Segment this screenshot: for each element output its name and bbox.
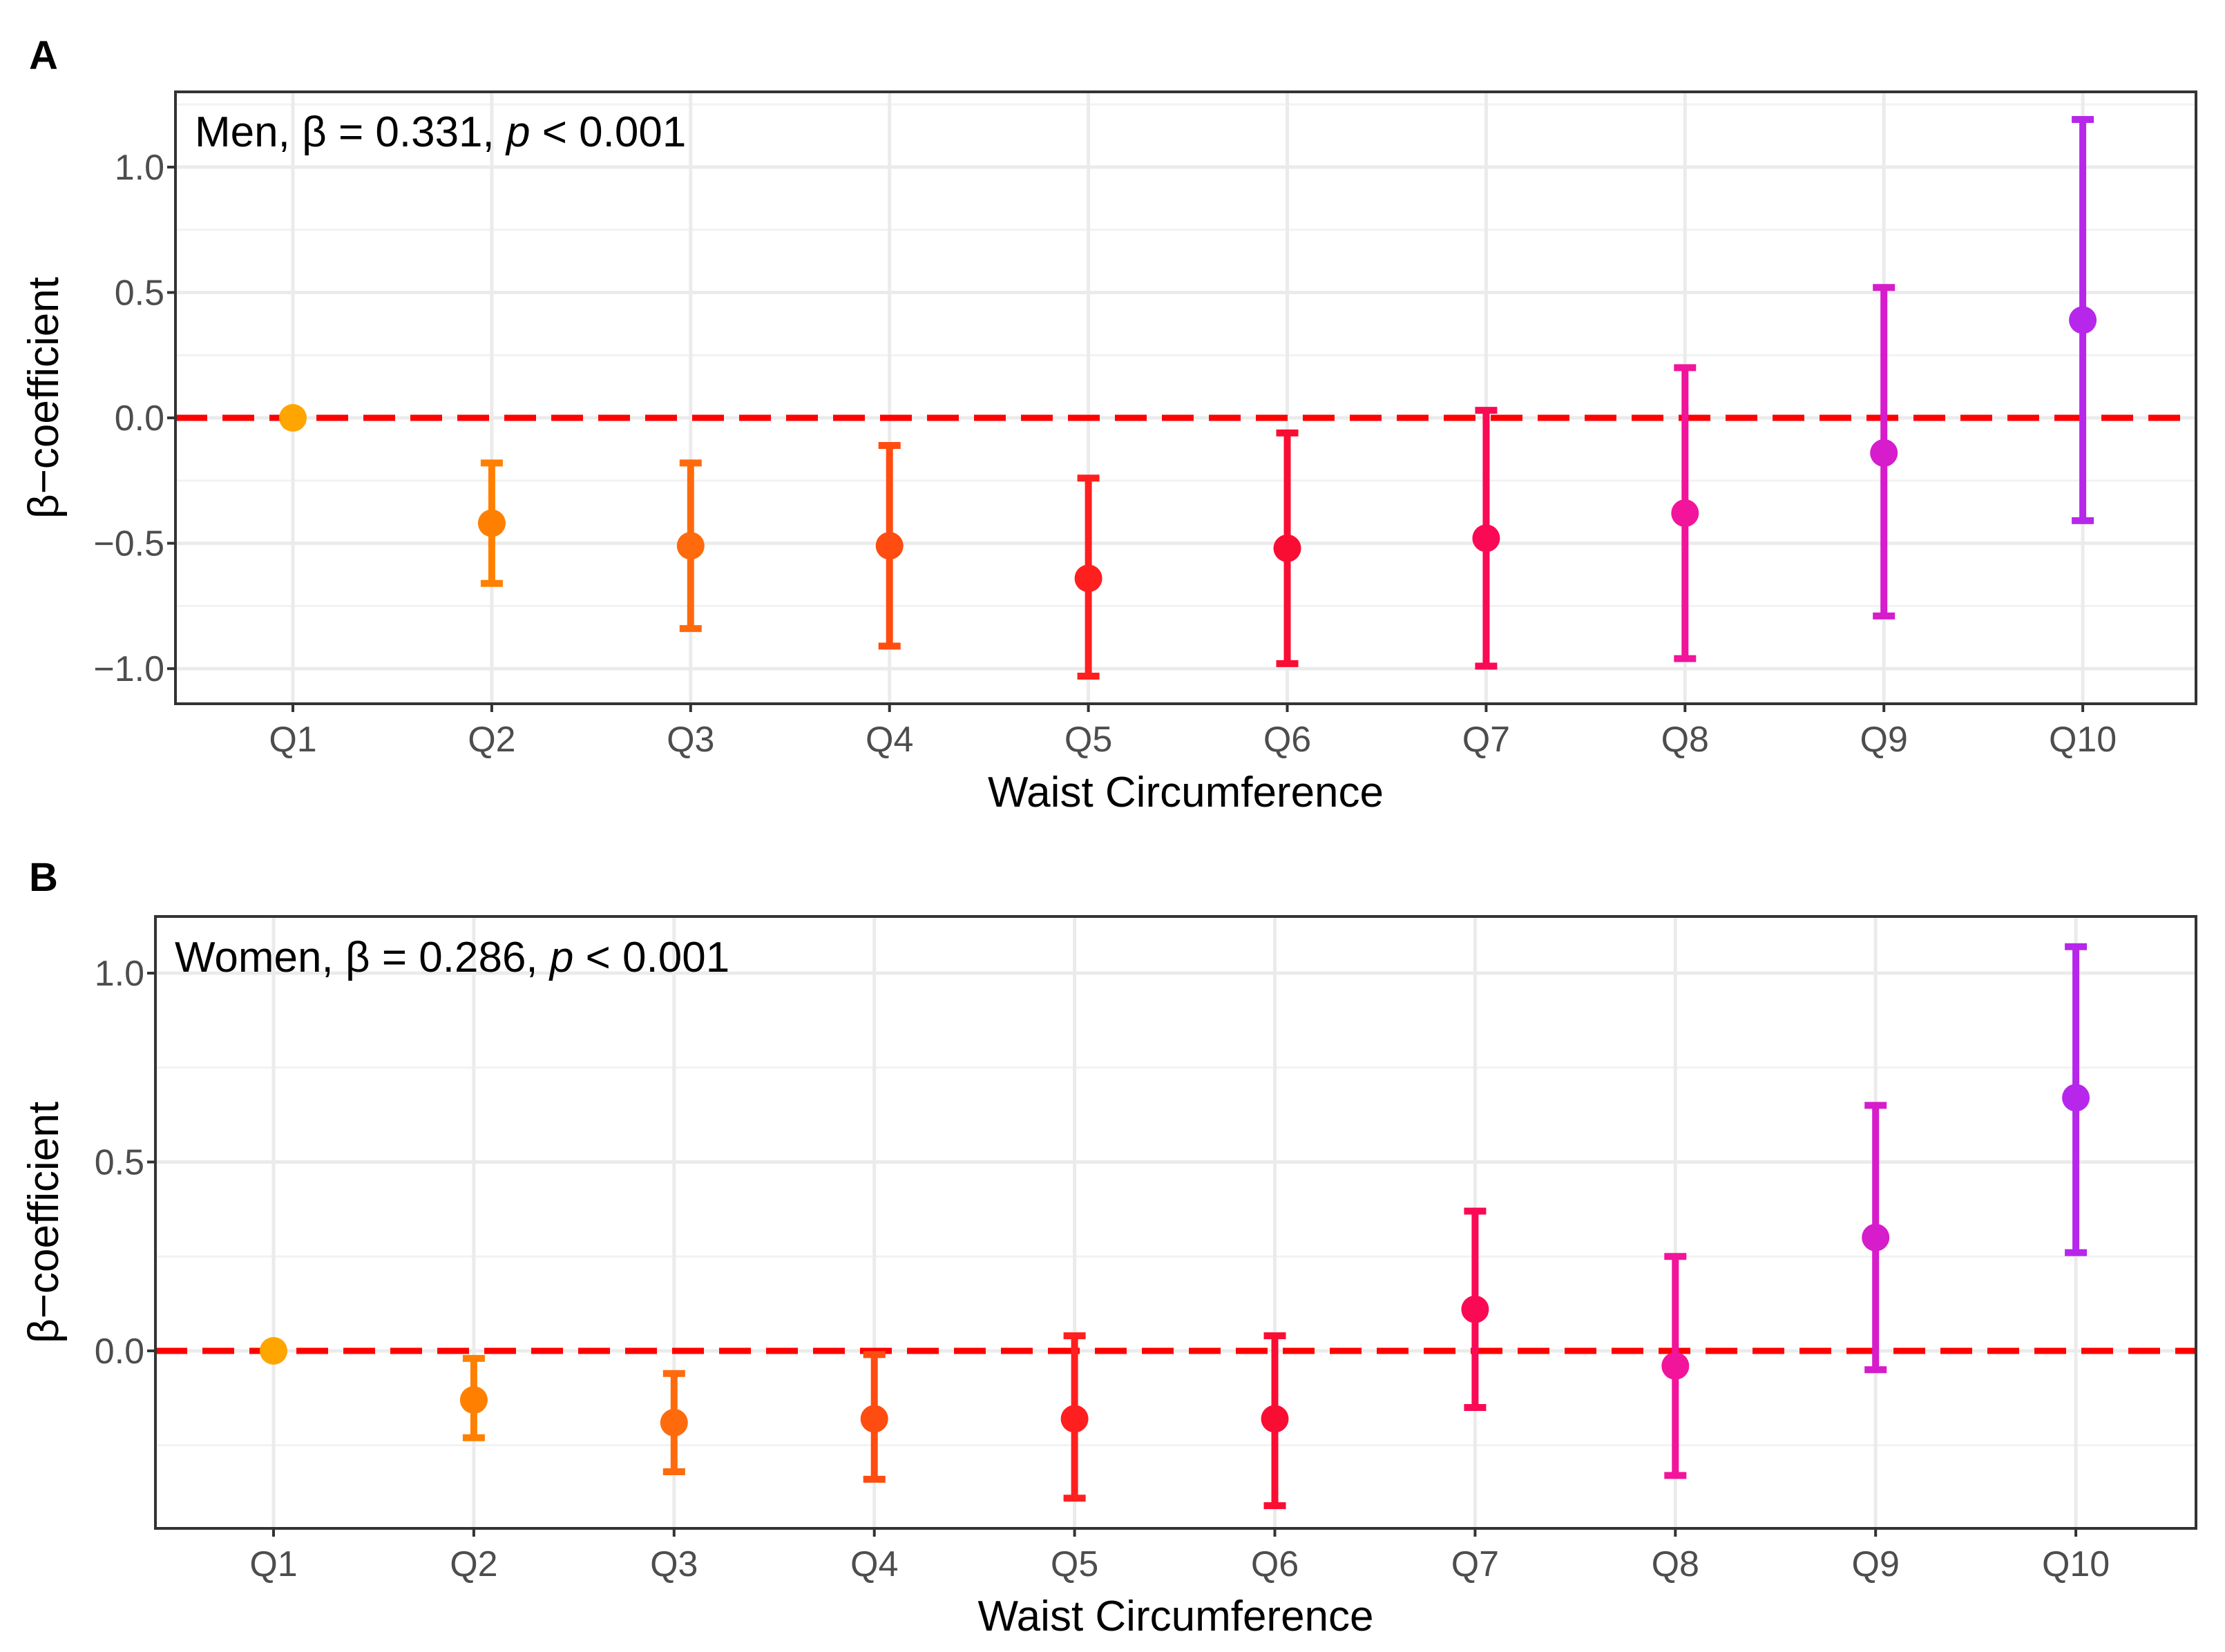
point-Q9 <box>1862 1223 1890 1251</box>
x-tick-label: Q6 <box>1263 720 1311 760</box>
point-Q9 <box>1870 439 1898 467</box>
point-Q2 <box>459 1386 488 1414</box>
point-Q6 <box>1261 1405 1289 1433</box>
plot-border <box>174 90 2197 705</box>
annotation-p-value: < 0.001 <box>530 108 686 156</box>
point-Q8 <box>1671 499 1699 528</box>
x-tick-label: Q1 <box>249 1544 297 1584</box>
annotation: Men, β = 0.331, p < 0.001 <box>195 108 686 156</box>
annotation-group: Women, <box>175 934 345 981</box>
x-tick-label: Q5 <box>1051 1544 1098 1584</box>
annotation: Women, β = 0.286, p < 0.001 <box>175 934 729 981</box>
panel-b: B 1.0 0.5 0.0 Q1 Q2 Q3 Q4 Q5 Q6 Q7 Q8 Q9 Q10 Waist Cir… <box>20 855 2197 1640</box>
plot-border <box>154 915 2197 1530</box>
panel-a: A 1.0 0.5 0.0 −0.5 −1.0 Q1 Q2 Q3 Q4 Q5 Q6 Q7 Q8 Q9 Q10 W… <box>20 33 2197 816</box>
point-Q1 <box>260 1336 287 1365</box>
annotation-p-label: p <box>505 108 530 156</box>
x-tick-label: Q3 <box>650 1544 698 1584</box>
x-tick-label: Q10 <box>2042 1544 2110 1584</box>
panel-label: A <box>29 33 58 78</box>
x-axis-title: Waist Circumference <box>988 769 1384 816</box>
x-tick-label: Q3 <box>667 720 714 760</box>
x-axis-title: Waist Circumference <box>977 1593 1373 1640</box>
x-tick-label: Q6 <box>1251 1544 1299 1584</box>
x-tick-label: Q9 <box>1860 720 1908 760</box>
point-Q5 <box>1074 564 1102 593</box>
y-tick-label: −0.5 <box>93 524 164 564</box>
annotation-beta: β = 0.286, <box>345 934 550 981</box>
x-tick-label: Q4 <box>850 1544 898 1584</box>
point-Q7 <box>1472 524 1500 553</box>
point-Q6 <box>1273 534 1301 562</box>
point-Q4 <box>875 532 904 560</box>
x-tick-label: Q10 <box>2049 720 2117 760</box>
x-tick-label: Q5 <box>1064 720 1112 760</box>
x-tick-label: Q4 <box>866 720 913 760</box>
y-tick-label: 0.5 <box>95 1142 144 1182</box>
x-tick-label: Q8 <box>1661 720 1709 760</box>
point-Q10 <box>2069 306 2097 334</box>
y-tick-label: 0.5 <box>115 273 164 313</box>
x-tick-label: Q7 <box>1462 720 1510 760</box>
point-Q2 <box>477 509 506 537</box>
x-tick-label: Q7 <box>1451 1544 1499 1584</box>
x-tick-label: Q9 <box>1852 1544 1900 1584</box>
annotation-p-label: p <box>548 934 573 981</box>
annotation-p-value: < 0.001 <box>573 934 729 981</box>
x-tick-label: Q8 <box>1652 1544 1699 1584</box>
y-tick-label: 1.0 <box>95 954 144 994</box>
panel-label: B <box>29 855 58 900</box>
y-tick-label: −1.0 <box>93 649 164 689</box>
point-Q3 <box>676 532 705 560</box>
point-Q8 <box>1661 1352 1690 1380</box>
point-Q7 <box>1461 1295 1489 1323</box>
annotation-group: Men, <box>195 108 302 156</box>
x-tick-label: Q2 <box>450 1544 497 1584</box>
y-tick-label: 0.0 <box>95 1332 144 1372</box>
y-tick-label: 1.0 <box>115 148 164 188</box>
x-tick-label: Q2 <box>468 720 515 760</box>
y-axis-title: β−coefficient <box>20 1102 68 1343</box>
point-Q4 <box>860 1405 888 1433</box>
y-axis-title: β−coefficient <box>20 277 68 519</box>
annotation-beta: β = 0.331, <box>302 108 506 156</box>
point-Q1 <box>279 404 307 432</box>
point-Q10 <box>2062 1084 2090 1112</box>
point-Q3 <box>660 1408 688 1437</box>
y-tick-label: 0.0 <box>115 398 164 439</box>
point-Q5 <box>1060 1405 1089 1433</box>
x-tick-label: Q1 <box>269 720 316 760</box>
